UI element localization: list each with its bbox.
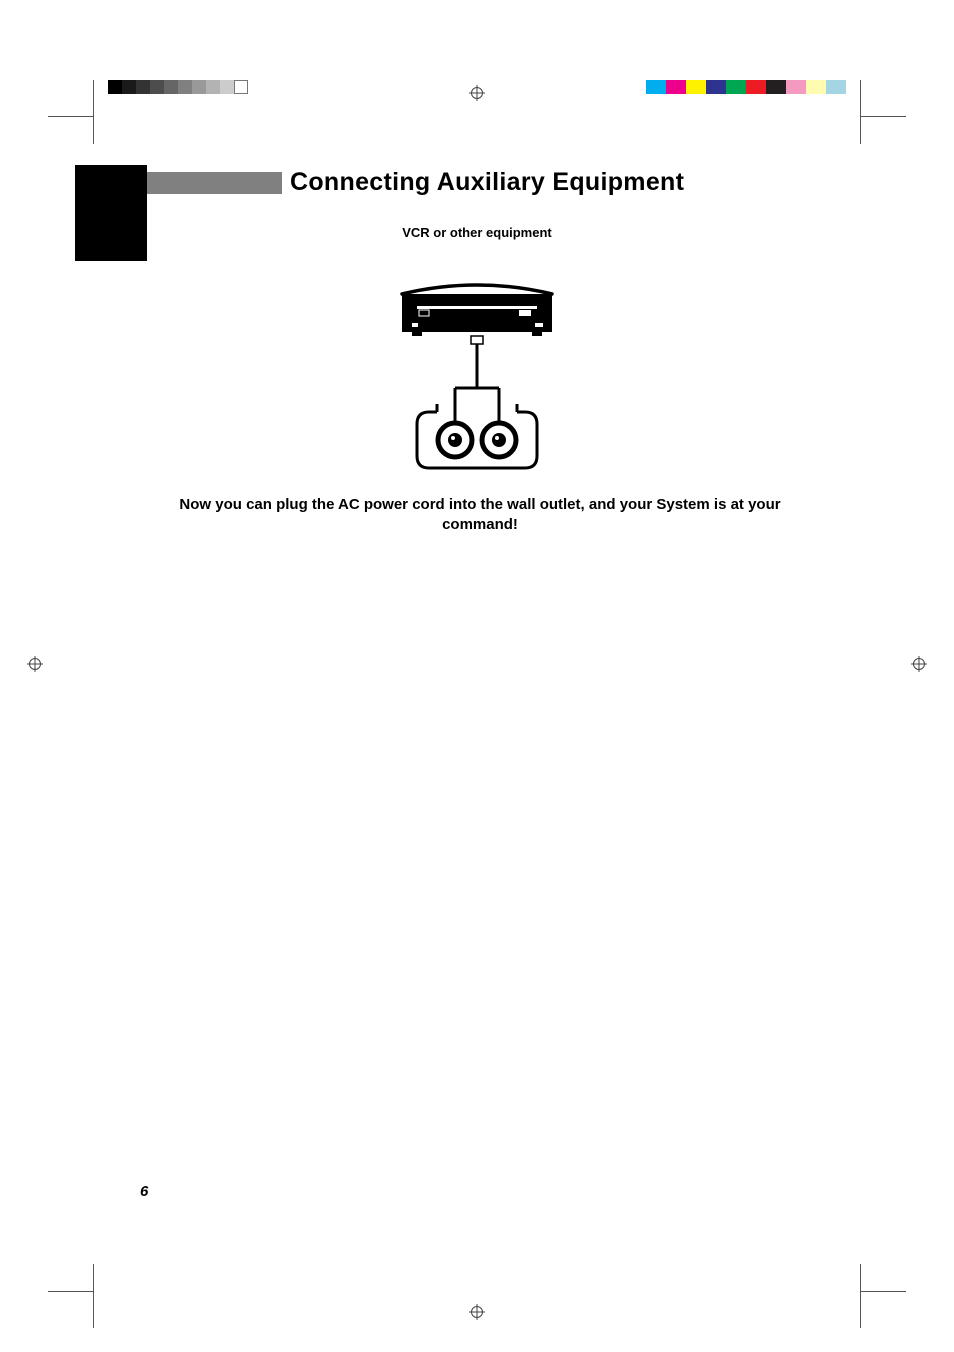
swatch [122,80,136,94]
swatch [666,80,686,94]
crop-mark [860,1291,906,1292]
swatch [646,80,666,94]
page-edge-tab [75,165,147,261]
registration-mark-icon [469,85,485,101]
swatch [686,80,706,94]
crop-mark [48,116,94,117]
crop-mark [48,1291,94,1292]
swatch [786,80,806,94]
registration-mark-icon [469,1304,485,1320]
diagram-svg [367,270,587,480]
crop-mark [93,1264,94,1328]
diagram-caption: VCR or other equipment [0,225,954,240]
swatch [234,80,248,94]
grayscale-calibration-bar [108,80,248,94]
swatch [806,80,826,94]
swatch [136,80,150,94]
crop-mark [93,80,94,144]
heading-lead-bar [147,172,282,194]
connection-diagram [367,270,587,480]
swatch [766,80,786,94]
crop-mark [860,80,861,144]
page-number: 6 [140,1183,148,1200]
crop-mark [860,116,906,117]
swatch [706,80,726,94]
swatch [150,80,164,94]
swatch [726,80,746,94]
crop-mark [860,1264,861,1328]
swatch [206,80,220,94]
swatch [220,80,234,94]
swatch [164,80,178,94]
swatch [746,80,766,94]
page-root: Connecting Auxiliary Equipment VCR or ot… [0,0,954,1352]
section-heading: Connecting Auxiliary Equipment [290,168,684,197]
swatch [826,80,846,94]
registration-mark-icon [911,656,927,672]
body-instruction: Now you can plug the AC power cord into … [140,495,820,536]
swatch [192,80,206,94]
swatch [108,80,122,94]
color-calibration-bar [646,80,846,94]
registration-mark-icon [27,656,43,672]
swatch [178,80,192,94]
